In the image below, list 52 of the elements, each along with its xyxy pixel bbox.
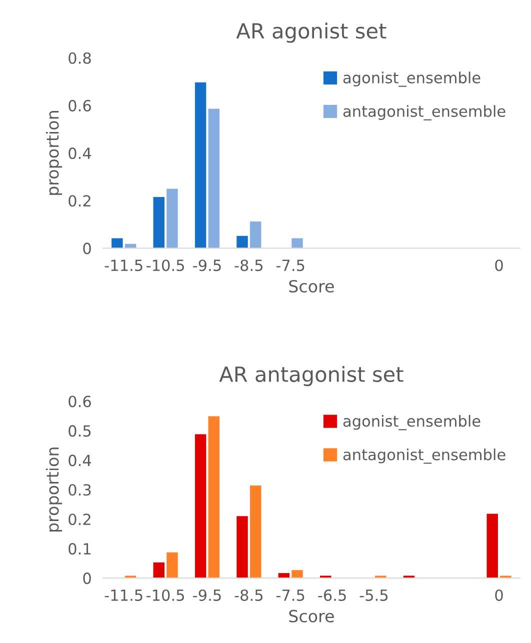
y-tick-label: 0.2 bbox=[68, 514, 90, 526]
x-tick-label: -10.5 bbox=[146, 589, 184, 601]
x-axis-title: Score bbox=[289, 610, 334, 622]
y-tick-label: 0.2 bbox=[68, 195, 90, 207]
bar bbox=[153, 197, 164, 248]
bar bbox=[194, 82, 206, 248]
chart-title: AR antagonist set bbox=[219, 366, 404, 386]
bar bbox=[194, 434, 206, 578]
x-tick-label: 0 bbox=[495, 589, 503, 601]
legend-label: agonist_ensemble bbox=[343, 72, 480, 87]
legend-label: antagonist_ensemble bbox=[343, 448, 506, 464]
bar bbox=[486, 514, 498, 578]
x-tick-label: -11.5 bbox=[104, 260, 142, 272]
bar bbox=[292, 238, 303, 248]
y-axis-title: proportion bbox=[46, 448, 62, 532]
y-tick-label: 0 bbox=[83, 242, 91, 254]
y-tick-label: 0.4 bbox=[68, 454, 92, 466]
x-tick-label: 0 bbox=[495, 260, 503, 272]
bar bbox=[236, 516, 248, 578]
x-tick-label: -9.5 bbox=[193, 260, 221, 272]
bar bbox=[208, 108, 220, 248]
bar bbox=[153, 562, 164, 578]
y-tick-label: 0.6 bbox=[68, 396, 91, 408]
bar bbox=[112, 238, 123, 248]
y-tick-label: 0 bbox=[83, 572, 91, 584]
y-tick-label: 0.6 bbox=[68, 100, 91, 112]
y-axis-title: proportion bbox=[46, 111, 62, 195]
bar bbox=[166, 552, 178, 578]
x-tick-label: -7.5 bbox=[276, 260, 304, 272]
bar bbox=[250, 486, 262, 578]
x-tick-label: -11.5 bbox=[104, 590, 142, 601]
x-tick-label: -8.5 bbox=[234, 589, 262, 601]
bar bbox=[250, 222, 262, 248]
x-tick-label: -5.5 bbox=[360, 590, 388, 601]
x-tick-label: -8.5 bbox=[234, 260, 262, 272]
y-tick-label: 0.8 bbox=[68, 52, 91, 64]
y-tick-label: 0.3 bbox=[68, 484, 91, 496]
y-tick-label: 0.5 bbox=[68, 425, 91, 437]
bar bbox=[208, 416, 220, 578]
legend-label: antagonist_ensemble bbox=[343, 105, 506, 120]
x-tick-label: -10.5 bbox=[146, 260, 184, 272]
x-tick-label: -9.5 bbox=[193, 589, 221, 601]
x-axis-title: Score bbox=[289, 280, 334, 293]
legend-label: agonist_ensemble bbox=[343, 414, 480, 430]
x-tick-label: -7.5 bbox=[276, 590, 304, 601]
bar bbox=[292, 570, 303, 578]
chart-title: AR agonist set bbox=[236, 22, 386, 43]
y-tick-label: 0.1 bbox=[68, 543, 90, 555]
bar bbox=[166, 188, 178, 248]
bar bbox=[236, 236, 248, 248]
y-tick-label: 0.4 bbox=[68, 148, 92, 160]
x-tick-label: -6.5 bbox=[318, 589, 346, 601]
